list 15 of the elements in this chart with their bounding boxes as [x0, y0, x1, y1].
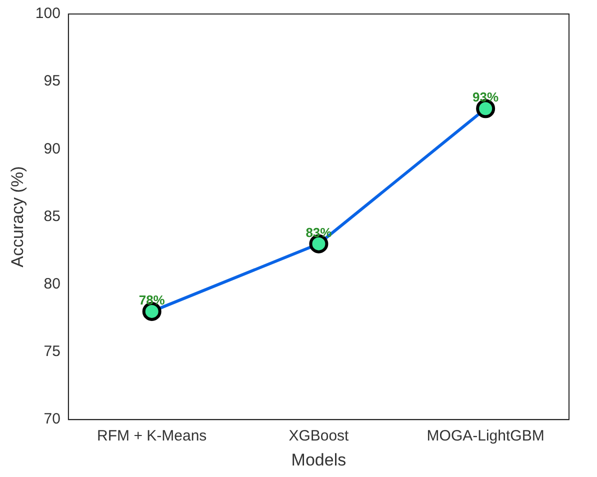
y-tick-label: 95	[44, 72, 60, 90]
x-axis-title: Models	[291, 450, 346, 470]
y-tick-label: 90	[44, 140, 60, 158]
data-label: 78%	[138, 292, 166, 308]
y-tick-label: 75	[44, 343, 60, 360]
y-tick-label: 80	[44, 276, 60, 293]
x-tick-label: RFM + K-Means	[97, 428, 207, 445]
y-axis-title: Accuracy (%)	[8, 166, 27, 268]
y-tick-label: 85	[44, 208, 60, 225]
y-tick-label: 100	[35, 5, 60, 22]
data-label: 83%	[306, 224, 332, 240]
x-tick-label: MOGA-LightGBM	[426, 428, 544, 445]
data-label: 93%	[472, 90, 500, 105]
x-tick-label: XGBoost	[288, 428, 350, 445]
y-tick-label: 70	[44, 410, 60, 428]
